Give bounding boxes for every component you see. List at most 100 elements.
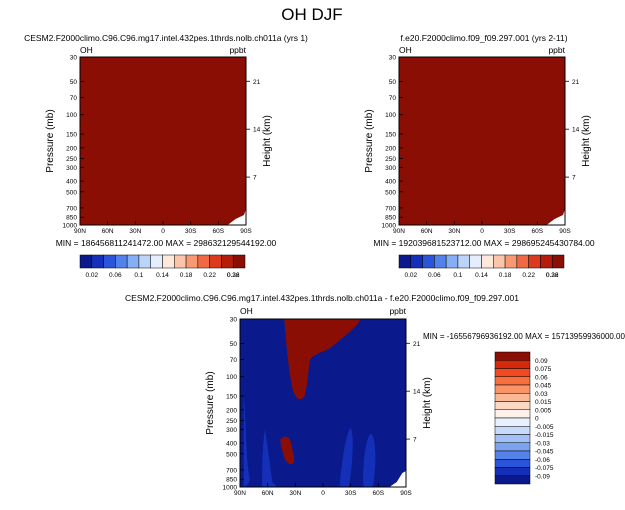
colorbar-swatch — [494, 417, 531, 427]
colorbar-swatch — [174, 254, 187, 269]
data-fill — [399, 57, 565, 225]
left-label: OH — [399, 45, 412, 55]
colorbar-swatch — [221, 254, 234, 269]
colorbar-swatch — [516, 254, 529, 269]
colorbar-swatch — [398, 254, 412, 269]
colorbar-swatch — [493, 254, 506, 269]
colorbar-label: -0.015 — [535, 432, 554, 439]
figure-title: OH DJF — [281, 5, 342, 24]
colorbar-swatch — [138, 254, 151, 269]
negative-anomaly-band — [243, 392, 250, 487]
height-tick-label: 21 — [572, 79, 580, 86]
y-tick-label: 200 — [226, 407, 237, 414]
y-axis-label-right: Height (km) — [262, 115, 273, 167]
colorbar-label: 0.06 — [535, 374, 548, 381]
colorbar-swatch — [445, 254, 459, 269]
colorbar: 0.02 0.06 0.1 0.14 0.18 0.22 0.260.32 — [79, 254, 246, 279]
colorbar-label: 0.14 — [156, 272, 169, 279]
height-tick-label: 7 — [253, 175, 257, 182]
colorbar-swatch — [494, 401, 531, 410]
colorbar-swatch — [494, 393, 531, 402]
x-tick-label: 60S — [532, 228, 544, 235]
colorbar-swatch — [91, 254, 104, 269]
height-tick-labels: 21 14 7 — [246, 79, 261, 182]
height-tick-label: 7 — [413, 437, 417, 444]
positive-anomaly-blob — [280, 436, 295, 465]
colorbar-label: 0.1 — [453, 272, 462, 279]
colorbar-swatch — [494, 450, 531, 460]
colorbar-swatch — [185, 254, 199, 269]
y-tick-label: 250 — [226, 418, 237, 425]
colorbar-swatch — [150, 254, 163, 269]
colorbar-label: 0.1 — [134, 272, 143, 279]
colorbar-swatch — [494, 434, 531, 443]
x-tick-label: 60S — [213, 228, 225, 235]
y-tick-label: 300 — [66, 165, 77, 172]
x-tick-label: 90N — [234, 490, 246, 497]
colorbar-swatch — [494, 459, 531, 468]
colorbar-swatch — [115, 254, 128, 269]
x-tick-label: 90S — [559, 228, 571, 235]
stats-text: MIN = 192039681523712.00 MAX = 298695245… — [373, 238, 594, 248]
colorbar-swatch — [528, 254, 541, 269]
y-tick-label: 1000 — [63, 223, 78, 230]
y-axis-label-right: Height (km) — [581, 115, 592, 167]
left-label: OH — [80, 45, 93, 55]
y-axis-label-right: Height (km) — [422, 377, 433, 429]
colorbar-swatch — [232, 254, 246, 269]
panel-top-left: CESM2.F2000climo.C96.C96.mg17.intel.432p… — [24, 33, 308, 279]
height-tick-labels: 21 14 7 — [565, 79, 580, 182]
y-tick-label: 200 — [66, 145, 77, 152]
y-tick-label: 100 — [66, 112, 77, 119]
panel-title: CESM2.F2000climo.C96.C96.mg17.intel.432p… — [125, 293, 519, 303]
colorbar-swatch — [494, 475, 531, 485]
y-axis-label: Pressure (mb) — [364, 109, 375, 172]
height-tick-label: 14 — [572, 127, 580, 134]
colorbar-label: -0.09 — [535, 473, 550, 480]
x-tick-label: 60N — [421, 228, 433, 235]
colorbar-swatch — [494, 360, 531, 369]
y-tick-label: 50 — [389, 79, 397, 86]
colorbar-label: 0.18 — [180, 272, 193, 279]
x-tick-label: 0 — [161, 228, 165, 235]
colorbar-label: 0.26 — [546, 272, 559, 279]
colorbar-label: 0.32 — [227, 272, 240, 279]
height-tick-label: 14 — [253, 127, 261, 134]
colorbar-swatch — [494, 368, 531, 377]
colorbar-label: 0.02 — [404, 272, 417, 279]
colorbar-label: 0.005 — [535, 407, 552, 414]
right-label: ppbt — [229, 45, 246, 55]
no-data-region — [389, 471, 406, 487]
y-axis-label: Pressure (mb) — [45, 109, 56, 172]
colorbar-swatch — [481, 254, 494, 269]
colorbar: 0.02 0.06 0.1 0.14 0.18 0.22 0.260.32 — [398, 254, 565, 279]
colorbar-swatch — [469, 254, 482, 269]
y-tick-label: 70 — [389, 95, 397, 102]
colorbar-swatch — [126, 254, 140, 269]
y-tick-label: 300 — [385, 165, 396, 172]
colorbar-label: -0.03 — [535, 440, 550, 447]
colorbar-swatch — [494, 376, 531, 386]
x-tick-label: 30S — [345, 490, 357, 497]
colorbar-swatch — [504, 254, 518, 269]
negative-anomaly-band — [262, 429, 277, 487]
x-tick-label: 30N — [289, 490, 301, 497]
colorbar-label: 0.06 — [109, 272, 122, 279]
y-tick-label: 850 — [66, 215, 77, 222]
colorbar-label: 0.22 — [522, 272, 535, 279]
y-tick-label: 250 — [66, 156, 77, 163]
colorbar-label: 0.02 — [85, 272, 98, 279]
x-tick-labels: 90N 60N 30N 0 30S 60S 90S — [74, 221, 252, 235]
colorbar-swatch — [209, 254, 222, 269]
height-tick-labels: 21 14 7 — [406, 341, 421, 444]
colorbar-swatch — [434, 254, 447, 269]
colorbar-label: -0.005 — [535, 424, 554, 431]
y-tick-label: 500 — [66, 189, 77, 196]
colorbar-label: 0.075 — [535, 366, 552, 373]
